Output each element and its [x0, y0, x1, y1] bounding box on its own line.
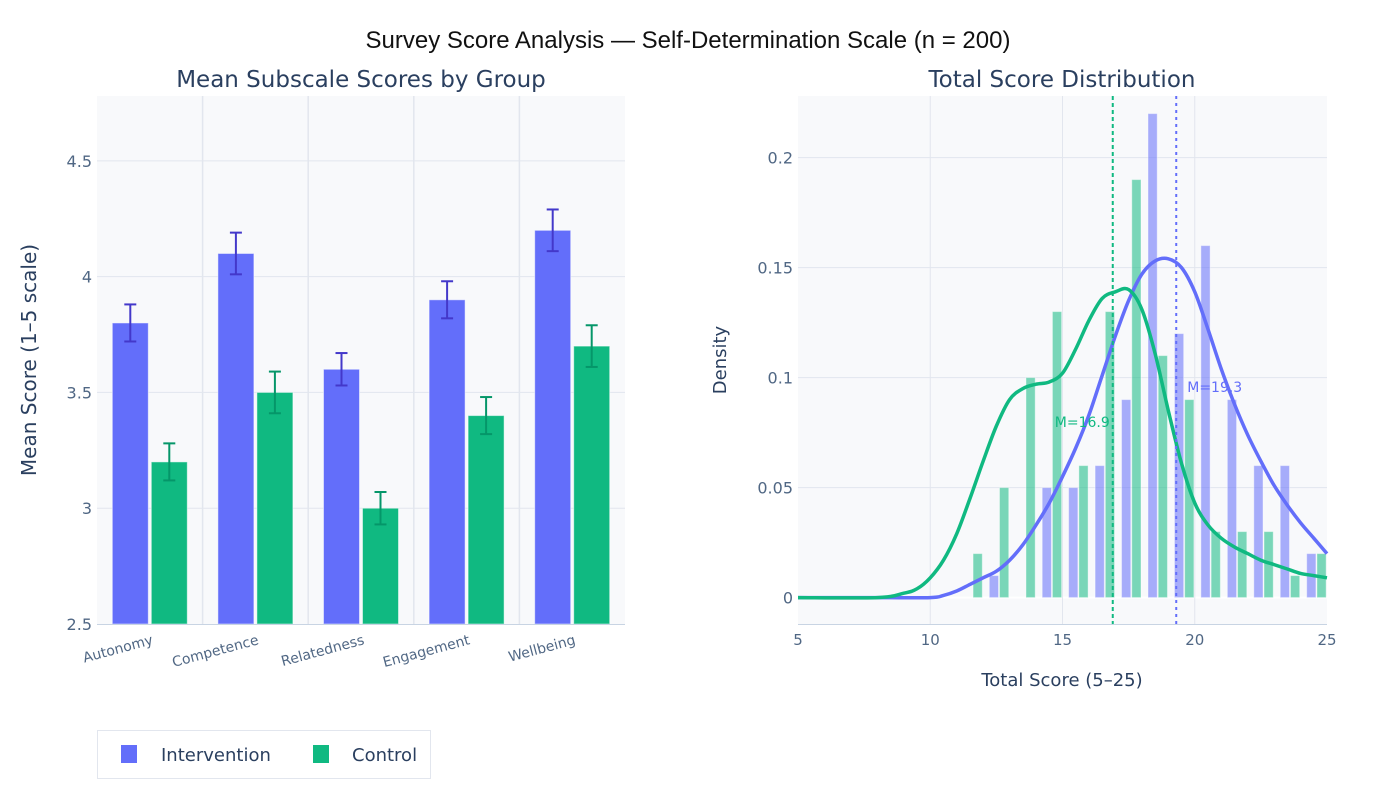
error-bar-control-engagement — [480, 396, 493, 436]
bar-x-tick-label: Autonomy — [81, 632, 155, 666]
histogram-y-tick-label: 0.1 — [768, 369, 793, 388]
histogram-bin-intervention[interactable] — [1226, 399, 1238, 599]
histogram-x-tick-label: 15 — [1053, 631, 1072, 649]
legend: Intervention Control — [97, 730, 431, 779]
histogram-bin-control[interactable] — [1157, 355, 1168, 599]
histogram-y-axis-title: Density — [710, 325, 731, 394]
histogram-gridlines — [798, 96, 1327, 624]
mean-lines: M=16.9 M=19.3 — [1055, 96, 1242, 624]
error-bar-intervention-wellbeing — [546, 208, 559, 253]
legend-swatch-intervention — [121, 745, 137, 763]
legend-label-control: Control — [352, 745, 417, 766]
bar-intervention-autonomy[interactable] — [111, 322, 149, 625]
legend-label-intervention: Intervention — [161, 745, 271, 766]
histogram-bin-intervention[interactable] — [1253, 465, 1264, 599]
bar-chart-subscale: Mean Subscale Scores by Group 2.5 3 3.5 4 4.… — [17, 67, 625, 671]
histogram-bin-control[interactable] — [972, 553, 983, 599]
histogram-bin-intervention[interactable] — [1279, 465, 1290, 599]
histogram-bin-control[interactable] — [1104, 311, 1116, 599]
histogram-bin-intervention[interactable] — [988, 575, 1000, 599]
histogram-title: Total Score Distribution — [928, 67, 1196, 93]
bar-y-tick-label: 2.5 — [67, 615, 92, 634]
error-bar-control-relatedness — [374, 491, 387, 526]
bar-control-engagement[interactable] — [467, 415, 505, 625]
bar-y-tick-label: 3.5 — [67, 383, 92, 402]
histogram-bin-intervention[interactable] — [1200, 245, 1211, 599]
histogram-bin-intervention[interactable] — [1094, 465, 1105, 599]
histogram-bin-control[interactable] — [1078, 465, 1089, 599]
histogram-y-tick-labels: 0 0.05 0.1 0.15 0.2 — [757, 149, 793, 608]
bar-x-tick-label: Engagement — [381, 632, 472, 671]
histogram-y-tick-label: 0.15 — [757, 259, 793, 278]
bar-y-tick-label: 4.5 — [67, 152, 92, 171]
legend-swatch-control — [313, 745, 329, 763]
histogram-y-tick-label: 0.05 — [757, 479, 793, 498]
legend-item-control[interactable]: Control — [313, 745, 417, 766]
mean-label-control: M=16.9 — [1055, 415, 1110, 431]
kde-curves — [797, 256, 1329, 600]
histogram-bin-control[interactable] — [1025, 377, 1036, 599]
bar-control-autonomy[interactable] — [150, 461, 188, 625]
mean-label-intervention: M=19.3 — [1187, 380, 1242, 396]
histogram-bin-control[interactable] — [999, 487, 1010, 599]
error-bar-control-wellbeing — [585, 324, 598, 368]
histogram-x-tick-labels: 5 10 15 20 25 — [793, 631, 1336, 649]
histogram-x-tick-label: 10 — [921, 631, 940, 649]
bar-x-tick-labels: Autonomy Competence Relatedness Engagement W… — [81, 632, 577, 671]
bar-x-tick-label: Relatedness — [280, 632, 366, 670]
histogram-bin-intervention[interactable] — [1121, 399, 1132, 599]
bar-y-tick-label: 4 — [82, 268, 92, 287]
bar-control-relatedness[interactable] — [362, 507, 399, 625]
kde-curve-control — [797, 286, 1328, 600]
bar-intervention-relatedness[interactable] — [323, 368, 360, 625]
error-bar-control-competence — [268, 370, 281, 415]
legend-box — [97, 730, 431, 779]
histogram-bin-control[interactable] — [1131, 179, 1142, 599]
histogram-bin-intervention[interactable] — [1041, 487, 1052, 599]
bar-y-tick-labels: 2.5 3 3.5 4 4.5 — [67, 152, 92, 634]
error-bar-intervention-autonomy — [124, 303, 137, 343]
histogram-x-axis-title: Total Score (5–25) — [980, 670, 1142, 691]
legend-item-intervention[interactable]: Intervention — [121, 745, 271, 766]
bar-control-wellbeing[interactable] — [573, 345, 611, 625]
bar-intervention-wellbeing[interactable] — [534, 229, 572, 625]
error-bar-intervention-competence — [229, 231, 242, 276]
bar-x-tick-label: Competence — [171, 632, 261, 670]
error-bar-control-autonomy — [163, 442, 176, 482]
histogram-y-tick-label: 0 — [783, 589, 793, 608]
bar-intervention-competence[interactable] — [217, 252, 255, 625]
bar-x-tick-label: Wellbeing — [507, 632, 577, 665]
histogram-y-tick-label: 0.2 — [768, 149, 793, 168]
kde-curve-intervention — [797, 256, 1329, 600]
histogram-bin-control[interactable] — [1289, 575, 1301, 599]
bar-control-competence[interactable] — [256, 391, 294, 625]
histogram-total-score: Total Score Distribution M=16.9M=19.3 00… — [710, 67, 1337, 691]
histogram-x-tick-label: 25 — [1317, 631, 1336, 649]
histogram-x-tick-label: 20 — [1185, 631, 1204, 649]
histogram-x-tick-label: 5 — [793, 631, 803, 649]
bar-y-tick-label: 3 — [82, 499, 92, 518]
histogram-bin-intervention[interactable] — [1068, 487, 1079, 599]
error-bar-intervention-engagement — [441, 280, 454, 320]
histogram-bin-control[interactable] — [1210, 531, 1221, 599]
histogram-bin-control[interactable] — [1051, 311, 1063, 599]
bar-intervention-engagement[interactable] — [428, 299, 466, 625]
bar-y-axis-title: Mean Score (1–5 scale) — [17, 244, 41, 476]
bar-chart-title: Mean Subscale Scores by Group — [176, 67, 546, 93]
histogram-bin-control[interactable] — [1237, 531, 1248, 599]
error-bar-intervention-relatedness — [335, 352, 348, 387]
figure-title: Survey Score Analysis — Self-Determinati… — [366, 27, 1011, 54]
bar-marks — [111, 208, 611, 625]
